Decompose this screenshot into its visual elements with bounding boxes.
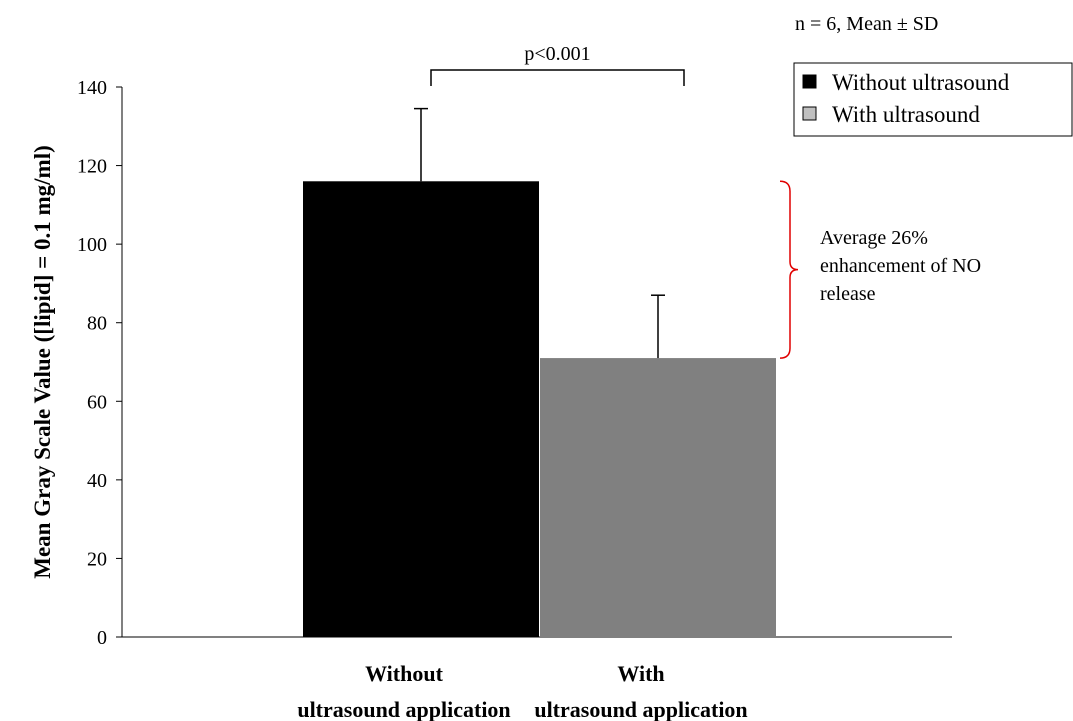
annotation-text: Average 26% — [820, 227, 928, 249]
category-label: Without — [365, 661, 444, 686]
bar — [540, 358, 776, 637]
category-label: ultrasound application — [297, 697, 510, 721]
category-labels: Without ultrasound application With ultraso… — [297, 661, 747, 721]
y-ticks: 0 20 40 60 80 100 120 140 — [77, 77, 122, 649]
bars — [303, 181, 776, 638]
y-tick-label: 0 — [97, 627, 107, 649]
sample-note: n = 6, Mean ± SD — [795, 13, 938, 35]
legend-box — [793, 62, 1073, 137]
y-tick-label: 140 — [77, 77, 107, 99]
y-tick-label: 80 — [87, 313, 107, 335]
y-axis-label-group: Mean Gray Scale Value ([lipid] = 0.1 mg/… — [30, 145, 55, 578]
y-axis-label: Mean Gray Scale Value ([lipid] = 0.1 mg/… — [30, 145, 55, 578]
category-label: ultrasound application — [534, 697, 747, 721]
legend-label: With ultrasound — [832, 102, 980, 127]
error-bars — [414, 107, 665, 359]
y-tick-label: 40 — [87, 470, 107, 492]
significance-bracket: p<0.001 — [430, 43, 685, 86]
bracket-line — [430, 69, 685, 86]
enhancement-annotation: Average 26% enhancement of NO release — [779, 180, 981, 359]
legend: Without ultrasound With ultrasound — [793, 62, 1073, 137]
annotation-text: enhancement of NO — [820, 255, 981, 277]
legend-swatch — [802, 106, 817, 121]
curly-brace — [779, 180, 799, 359]
p-value-label: p<0.001 — [524, 43, 590, 65]
legend-label: Without ultrasound — [832, 70, 1010, 95]
legend-swatch — [802, 74, 817, 89]
annotation-text: release — [820, 283, 876, 305]
category-label: With — [617, 661, 664, 686]
y-tick-label: 120 — [77, 156, 107, 178]
y-tick-label: 20 — [87, 548, 107, 570]
y-tick-label: 60 — [87, 391, 107, 413]
bar — [303, 181, 539, 638]
y-tick-label: 100 — [77, 234, 107, 256]
